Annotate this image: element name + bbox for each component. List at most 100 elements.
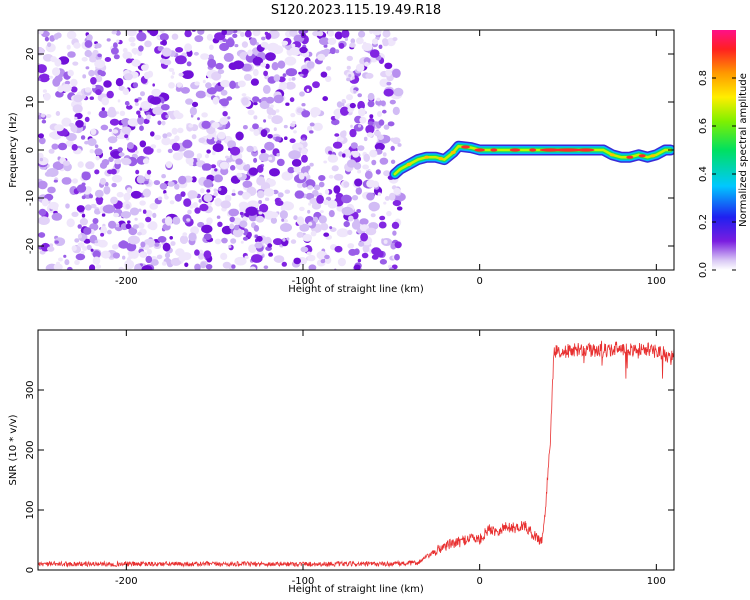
noise-blob — [130, 190, 142, 199]
noise-blob — [201, 163, 212, 171]
noise-blob — [246, 145, 254, 153]
noise-blob — [124, 134, 129, 139]
noise-blob — [327, 30, 335, 37]
noise-blob — [119, 110, 126, 117]
noise-blob — [241, 93, 247, 97]
noise-blob — [44, 36, 50, 42]
noise-blob — [203, 193, 213, 203]
noise-blob — [344, 37, 348, 41]
noise-blob — [127, 220, 131, 224]
noise-blob — [288, 150, 301, 160]
noise-blob — [301, 154, 308, 163]
noise-blob — [309, 162, 314, 167]
noise-blob — [204, 154, 210, 159]
noise-blob — [379, 259, 387, 265]
noise-blob — [228, 208, 240, 217]
noise-blob — [273, 94, 284, 104]
noise-blob — [393, 187, 401, 195]
noise-blob — [167, 181, 175, 187]
noise-blob — [102, 204, 116, 214]
y-tick-label: 10 — [25, 96, 36, 109]
noise-blob — [318, 37, 330, 46]
noise-blob — [188, 124, 194, 128]
signal-hotspot — [626, 155, 634, 159]
noise-blob — [203, 233, 212, 241]
noise-blob — [253, 102, 258, 106]
noise-blob — [103, 185, 111, 195]
noise-blob — [65, 203, 70, 209]
noise-blob — [110, 196, 118, 205]
noise-blob — [304, 179, 316, 189]
noise-blob — [324, 189, 330, 195]
noise-blob — [356, 37, 364, 45]
noise-blob — [258, 152, 270, 162]
snr-plot-area — [38, 340, 674, 568]
noise-blob — [111, 174, 123, 183]
noise-blob — [200, 53, 210, 60]
noise-blob — [136, 175, 145, 184]
noise-blob — [126, 104, 133, 110]
noise-blob — [164, 216, 173, 226]
noise-blob — [207, 58, 217, 68]
noise-blob — [127, 142, 134, 150]
noise-blob — [320, 71, 328, 78]
noise-blob — [339, 130, 347, 138]
noise-blob — [235, 158, 243, 165]
noise-blob — [379, 157, 389, 165]
noise-blob — [57, 142, 68, 151]
noise-blob — [289, 30, 298, 37]
noise-blob — [312, 81, 320, 89]
noise-blob — [65, 140, 74, 147]
noise-blob — [382, 30, 391, 38]
noise-blob — [125, 223, 132, 230]
noise-blob — [229, 223, 235, 230]
noise-blob — [94, 189, 104, 198]
noise-blob — [352, 76, 355, 80]
noise-blob — [296, 216, 305, 226]
noise-blob — [73, 42, 81, 49]
noise-blob — [58, 257, 63, 262]
noise-blob — [284, 136, 288, 140]
noise-blob — [143, 118, 150, 125]
noise-blob — [306, 88, 310, 92]
noise-blob — [289, 46, 302, 56]
noise-blob — [287, 166, 295, 174]
noise-blob — [279, 81, 288, 91]
noise-blob — [358, 107, 366, 117]
noise-blob — [55, 90, 64, 98]
noise-blob — [137, 116, 145, 125]
y-tick-label: 0 — [25, 147, 36, 153]
noise-blob — [92, 256, 101, 265]
noise-blob — [329, 47, 336, 55]
noise-blob — [301, 103, 306, 107]
noise-blob — [219, 117, 229, 125]
y-tick-label: 100 — [25, 500, 36, 519]
noise-blob — [183, 198, 192, 207]
noise-blob — [161, 120, 166, 126]
noise-blob — [249, 37, 257, 46]
noise-blob — [161, 47, 172, 57]
noise-blob — [212, 150, 216, 156]
noise-blob — [388, 267, 395, 270]
noise-blob — [283, 219, 288, 223]
noise-blob — [350, 142, 358, 149]
noise-blob — [325, 75, 332, 83]
noise-blob — [377, 192, 382, 197]
noise-blob — [171, 142, 181, 151]
noise-blob — [64, 80, 71, 85]
noise-blob — [89, 149, 95, 154]
noise-blob — [349, 42, 356, 48]
noise-blob — [384, 62, 393, 69]
noise-blob — [186, 61, 192, 67]
noise-blob — [265, 52, 276, 61]
noise-blob — [302, 182, 307, 188]
noise-blob — [225, 155, 229, 159]
noise-blob — [74, 259, 80, 265]
noise-blob — [369, 149, 378, 158]
spectrogram-y-axis: -20 -10 0 10 20 — [25, 48, 674, 254]
noise-blob — [134, 263, 142, 270]
noise-blob — [157, 120, 162, 126]
noise-blob — [157, 196, 163, 201]
noise-blob — [293, 166, 301, 173]
